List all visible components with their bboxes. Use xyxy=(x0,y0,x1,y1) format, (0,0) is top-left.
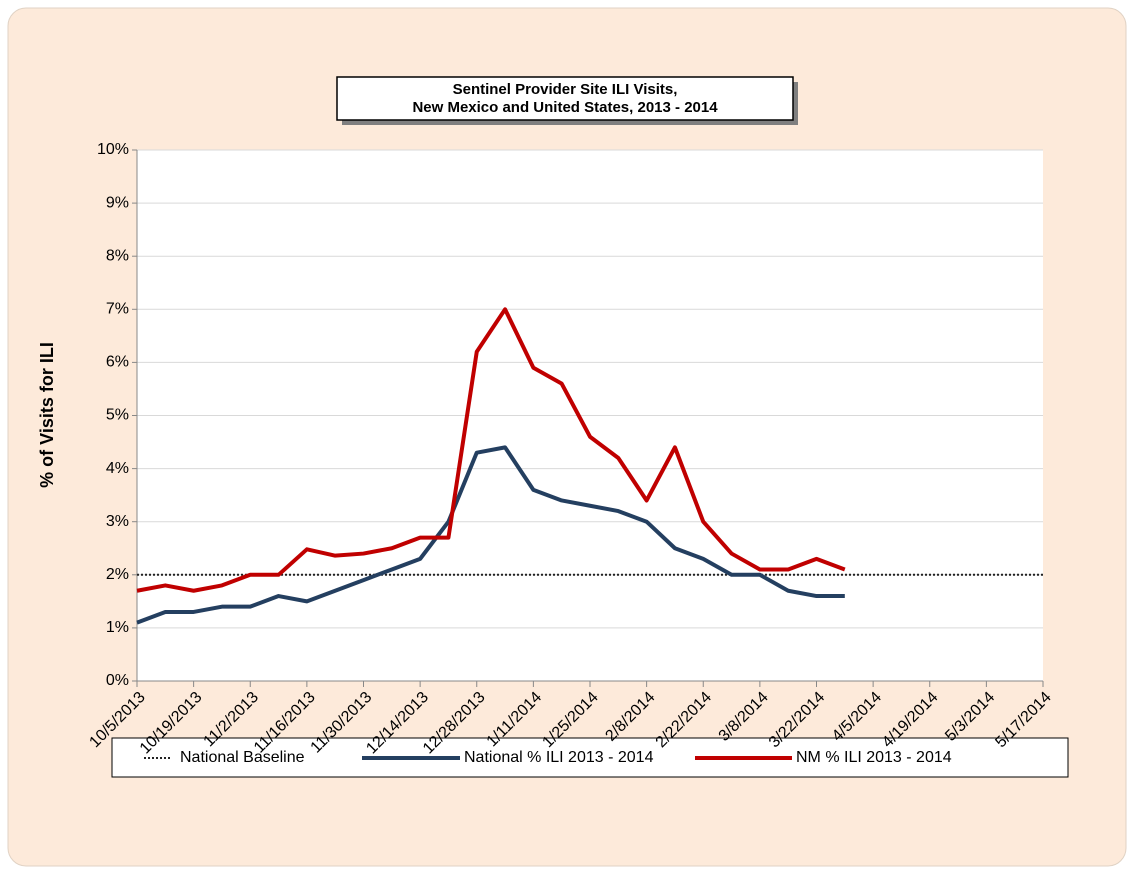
y-tick-label: 1% xyxy=(106,619,129,636)
y-tick-label: 5% xyxy=(106,407,129,424)
legend-box xyxy=(111,737,1069,778)
y-tick-label: 2% xyxy=(106,566,129,583)
chart-title: New Mexico and United States, 2013 - 201… xyxy=(412,99,718,116)
y-tick-label: 6% xyxy=(106,354,129,371)
legend-label: NM % ILI 2013 - 2014 xyxy=(796,749,952,766)
series-line xyxy=(136,307,846,593)
y-tick-label: 8% xyxy=(106,247,129,264)
title-box xyxy=(336,76,794,121)
y-tick-label: 4% xyxy=(106,460,129,477)
y-axis-label: % of Visits for ILI xyxy=(37,342,57,488)
y-tick-label: 9% xyxy=(106,194,129,211)
y-tick-label: 7% xyxy=(106,301,129,318)
y-tick-label: 10% xyxy=(97,141,129,158)
y-tick-label: 3% xyxy=(106,513,129,530)
chart-title: Sentinel Provider Site ILI Visits, xyxy=(453,81,678,98)
legend-label: National Baseline xyxy=(180,749,305,766)
series-line xyxy=(136,445,845,625)
legend-label: National % ILI 2013 - 2014 xyxy=(464,749,654,766)
y-tick-label: 0% xyxy=(106,672,129,689)
